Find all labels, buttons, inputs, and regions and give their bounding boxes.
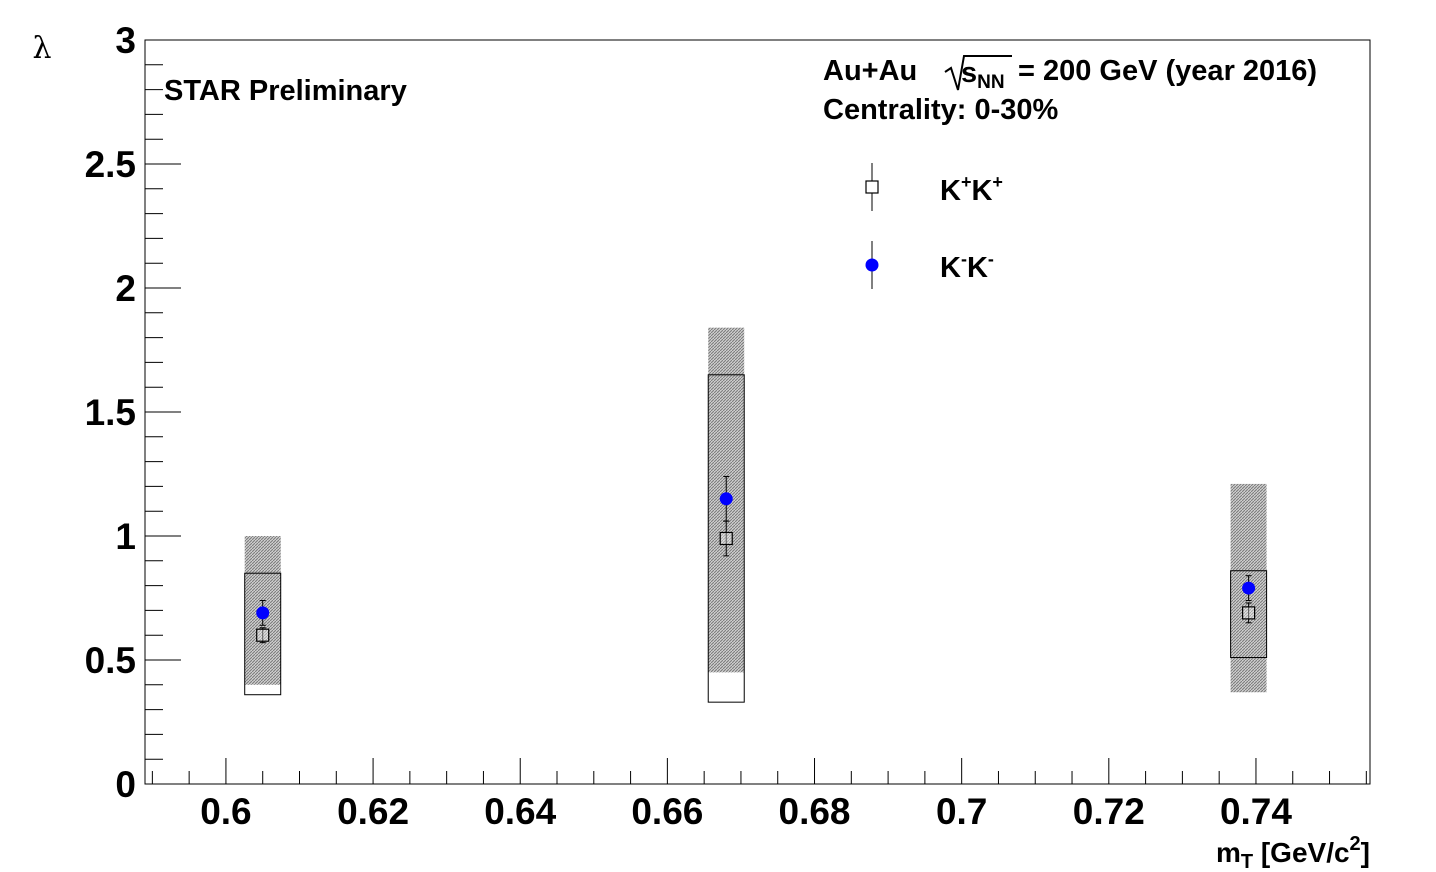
sys-box-open <box>707 374 745 703</box>
point-kminus <box>1242 581 1256 595</box>
svg-text:sNN: sNN <box>961 57 1005 93</box>
x-axis-label-units: [GeV/c <box>1253 837 1349 868</box>
x-tick-label: 0.74 <box>1220 791 1292 832</box>
y-axis-label: λ <box>32 31 51 66</box>
legend-entry-kminus: K-K- <box>865 241 994 289</box>
systematic-boxes <box>244 327 1268 703</box>
data-points <box>256 475 1256 644</box>
collision-system-label: Au+Au sNN = 200 GeV (year 2016) <box>823 55 1317 93</box>
y-tick-label: 0 <box>115 764 136 805</box>
legend: K+K+ K-K- <box>865 163 1003 289</box>
x-tick-label: 0.6 <box>200 791 251 832</box>
y-tick-label: 3 <box>115 20 136 61</box>
tick-labels: 0.6 0.62 0.64 0.66 0.68 0.7 0.72 0.74 0 0.5 1 1.5 2 2… <box>85 20 1293 832</box>
sqrt-sign-icon <box>944 55 1012 91</box>
x-tick-label: 0.62 <box>337 791 409 832</box>
point-kminus <box>256 606 270 620</box>
point-kplus <box>719 531 733 546</box>
x-tick-label: 0.66 <box>631 791 703 832</box>
point-kplus <box>256 628 270 642</box>
x-tick-label: 0.72 <box>1073 791 1145 832</box>
legend-entry-kplus: K+K+ <box>865 163 1003 211</box>
sys-box-open <box>244 572 282 696</box>
y-tick-label: 2 <box>115 268 136 309</box>
x-axis-label-sub: T <box>1241 851 1253 872</box>
centrality-label: Centrality: 0-30% <box>823 94 1059 126</box>
sys-box-open <box>1230 570 1268 659</box>
y-tick-label: 0.5 <box>85 640 136 681</box>
y-tick-label: 1.5 <box>85 392 136 433</box>
svg-text:K+K+: K+K+ <box>940 172 1003 207</box>
x-axis-label-close: ] <box>1361 837 1370 868</box>
point-kplus <box>1242 606 1256 620</box>
axis-ticks <box>145 39 1367 785</box>
star-preliminary-label: STAR Preliminary <box>164 75 407 107</box>
x-tick-label: 0.68 <box>779 791 851 832</box>
svg-text:= 200 GeV (year 2016): = 200 GeV (year 2016) <box>1018 55 1317 87</box>
x-tick-label: 0.7 <box>936 791 987 832</box>
y-tick-label: 1 <box>115 516 136 557</box>
y-tick-label: 2.5 <box>85 144 136 185</box>
x-tick-label: 0.64 <box>484 791 556 832</box>
legend-kminus-marker <box>865 258 879 272</box>
svg-text:K-K-: K-K- <box>940 249 994 284</box>
svg-text:Au+Au: Au+Au <box>823 55 917 87</box>
x-axis-label-sup: 2 <box>1350 833 1361 855</box>
plot-frame <box>144 39 1371 785</box>
x-axis-label: mT [GeV/c2] <box>1216 833 1370 872</box>
point-kminus <box>719 492 733 506</box>
legend-kplus-marker <box>865 180 879 194</box>
